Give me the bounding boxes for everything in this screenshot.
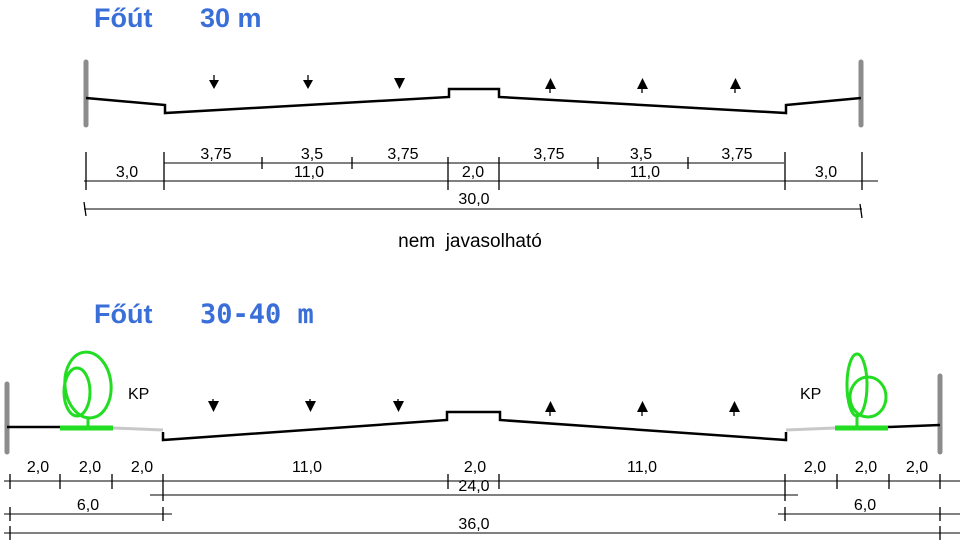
part-width-labels: 2,0 2,0 2,0 11,0 2,0 11,0 2,0 2,0 2,0 xyxy=(27,459,928,476)
carriageway-right-label: 11,0 xyxy=(627,459,657,476)
recommendation-note: nem javasolható xyxy=(398,231,542,252)
left-part-label: 2,0 xyxy=(131,459,153,476)
dim-ticks xyxy=(83,152,863,219)
arrow-up-icon xyxy=(730,78,741,93)
section-30-40m: Főút 30-40 m KP KP xyxy=(4,299,960,540)
arrow-up-icon xyxy=(729,401,740,416)
section2-title-word: Főút xyxy=(94,299,152,329)
arrow-down-icon xyxy=(393,399,404,412)
carriageway-right-label: 11,0 xyxy=(630,164,660,181)
road-profile xyxy=(161,410,788,442)
section2-title-width: 30-40 m xyxy=(200,299,314,330)
right-part-label: 2,0 xyxy=(906,459,928,476)
slope-arrows xyxy=(208,399,740,416)
left-part-label: 2,0 xyxy=(27,459,49,476)
median-label: 2,0 xyxy=(464,459,486,476)
arrow-down-icon xyxy=(209,75,219,89)
left-total-label: 6,0 xyxy=(77,497,99,514)
right-part-label: 2,0 xyxy=(855,459,877,476)
median-label: 2,0 xyxy=(462,164,484,181)
road-profile xyxy=(85,87,862,115)
left-footpath xyxy=(112,426,164,432)
lane-width-label: 3,75 xyxy=(387,146,418,163)
middle-total-label: 24,0 xyxy=(458,478,489,495)
right-part-label: 2,0 xyxy=(804,459,826,476)
section1-title-word: Főút xyxy=(94,3,152,33)
dim-ticks xyxy=(9,474,941,540)
carriageway-left-label: 11,0 xyxy=(292,459,322,476)
carriageway-left-label: 11,0 xyxy=(294,164,324,181)
lane-width-label: 3,75 xyxy=(200,146,231,163)
total-width-label: 36,0 xyxy=(458,516,489,533)
kp-right-label: KP xyxy=(800,386,821,403)
arrow-down-icon xyxy=(305,399,316,412)
lane-width-label: 3,5 xyxy=(630,146,652,163)
arrow-down-icon xyxy=(303,75,313,89)
lane-width-label: 3,75 xyxy=(533,146,564,163)
arrow-up-icon xyxy=(545,401,556,416)
slope-arrows xyxy=(209,75,741,93)
arrow-up-icon xyxy=(637,401,648,416)
right-total-label: 6,0 xyxy=(854,497,876,514)
left-part-label: 2,0 xyxy=(79,459,101,476)
lane-width-label: 3,5 xyxy=(301,146,323,163)
arrow-down-icon xyxy=(394,78,405,89)
section-30m: Főút 30 m xyxy=(83,3,878,252)
arrow-up-icon xyxy=(637,78,648,93)
right-edge-line xyxy=(887,423,941,429)
lane-width-label: 3,75 xyxy=(721,146,752,163)
left-tree-icon xyxy=(62,350,113,427)
side-right-label: 3,0 xyxy=(815,164,837,181)
right-tree-icon xyxy=(845,352,888,426)
arrow-down-icon xyxy=(208,399,219,412)
lane-width-labels: 3,75 3,5 3,75 3,75 3,5 3,75 xyxy=(200,146,752,163)
right-footpath xyxy=(785,426,836,432)
side-left-label: 3,0 xyxy=(116,164,138,181)
kp-left-label: KP xyxy=(128,386,149,403)
arrow-up-icon xyxy=(545,78,556,93)
section1-title-width: 30 m xyxy=(200,3,262,33)
part-width-labels: 3,0 11,0 2,0 11,0 3,0 xyxy=(116,164,837,181)
total-width-label: 30,0 xyxy=(458,191,489,208)
